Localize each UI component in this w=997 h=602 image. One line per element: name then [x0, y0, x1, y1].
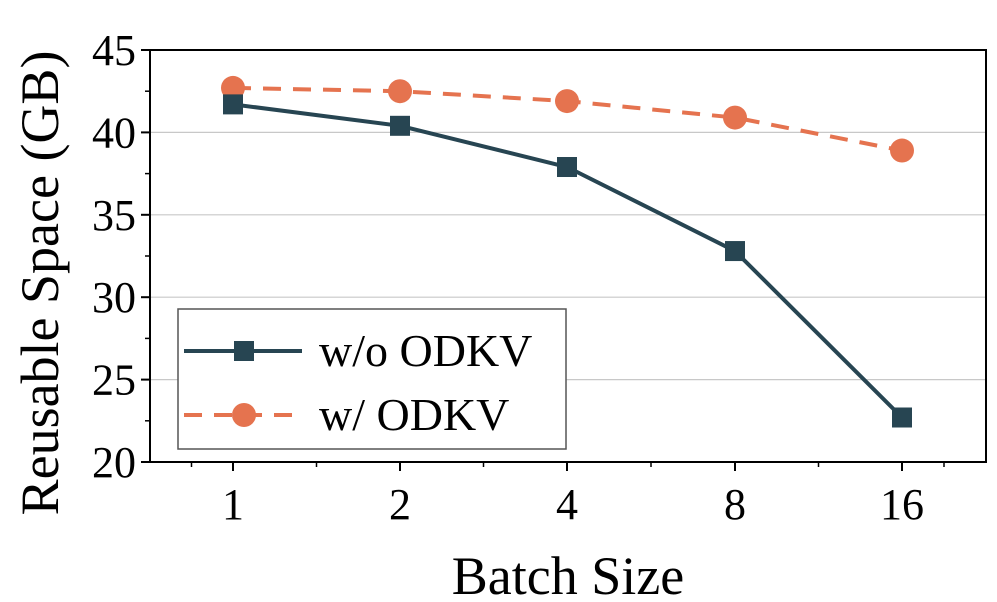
- x-axis-title: Batch Size: [452, 546, 684, 602]
- data-point-square: [223, 94, 243, 115]
- x-tick-label: 4: [556, 480, 578, 529]
- data-point-square: [390, 115, 410, 136]
- x-tick-label: 1: [222, 480, 244, 529]
- legend-marker-circle: [232, 403, 256, 427]
- data-point-square: [892, 407, 912, 428]
- y-tick-label: 30: [92, 273, 136, 322]
- x-tick-label: 8: [724, 480, 746, 529]
- legend-label: w/ ODKV: [319, 389, 509, 440]
- x-tick-label: 16: [880, 480, 924, 529]
- data-point-circle: [890, 138, 914, 163]
- legend-marker-square: [234, 341, 254, 361]
- y-tick-label: 35: [92, 191, 136, 240]
- data-point-circle: [555, 89, 579, 114]
- data-point-circle: [221, 75, 245, 100]
- legend: w/o ODKV w/ ODKV: [177, 308, 567, 450]
- data-point-square: [557, 157, 577, 178]
- data-point-circle: [388, 79, 412, 104]
- x-tick-label: 2: [389, 480, 411, 529]
- y-tick-label: 25: [92, 356, 136, 405]
- y-axis-title: Reusable Space (GB): [10, 51, 70, 516]
- gridlines: [150, 131, 986, 381]
- y-tick-label: 45: [92, 26, 136, 75]
- y-tick-label: 40: [92, 108, 136, 157]
- data-point-square: [725, 241, 745, 262]
- legend-label: w/o ODKV: [319, 325, 532, 376]
- data-point-circle: [723, 105, 747, 130]
- series-group: [221, 75, 914, 428]
- axes: 20 25 30 35 40 45 1 2 4 8 16: [92, 26, 987, 529]
- y-tick-label: 20: [92, 438, 136, 487]
